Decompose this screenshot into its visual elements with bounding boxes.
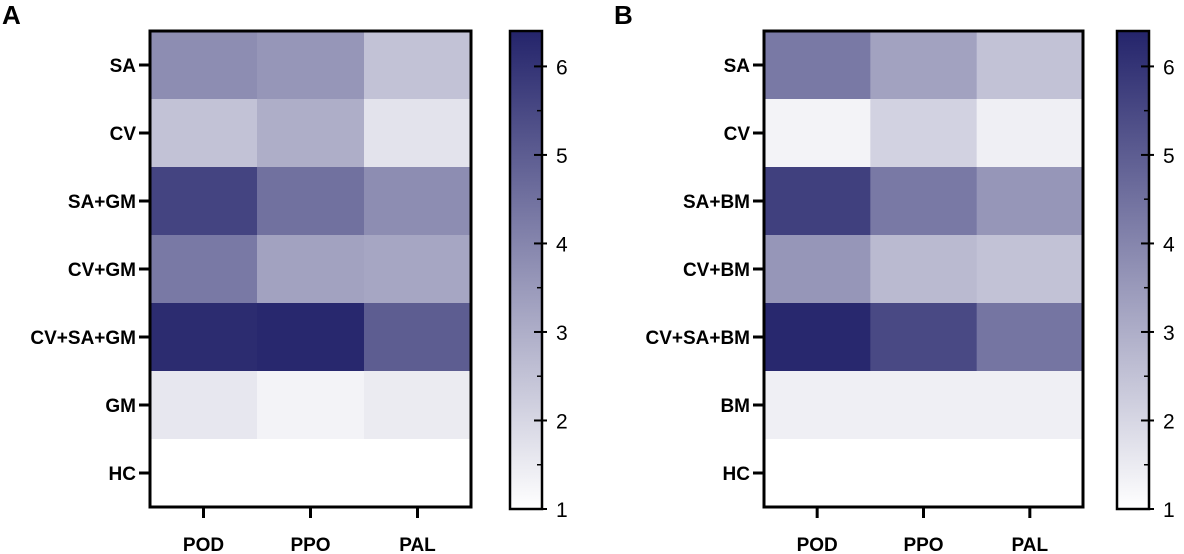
colorbar-frame [508,29,544,511]
heatmap-cell [364,167,472,236]
heatmap-cell [764,167,871,236]
heatmap-cell [150,371,258,440]
panel-a-colorbar: 1 2 3 4 5 6 [508,29,568,522]
heatmap-cell [976,371,1084,440]
heatmap-panel-a: A SA CV SA+GM CV+GM CV+SA+GM GM HC POD P… [2,0,568,554]
row-label: CV+SA+BM [645,328,750,349]
heatmap-cell [870,99,978,168]
heatmap-cell [150,303,258,372]
heatmap-cell [257,167,365,236]
panel-b-column-labels: POD PPO PAL [797,535,1049,554]
heatmap-cell [976,99,1084,168]
column-label: PAL [399,535,436,554]
colorbar-ticks [1141,65,1154,510]
colorbar-frame [1115,29,1151,511]
heatmap-cell [364,371,472,440]
panel-a-row-labels: SA CV SA+GM CV+GM CV+SA+GM GM HC [30,56,136,485]
row-label: CV+SA+GM [30,328,136,349]
heatmap-cell [870,167,978,236]
heatmap-cell [764,31,871,100]
heatmap-cell [870,31,978,100]
colorbar-tick-label: 1 [1163,499,1175,522]
colorbar-tick-label: 4 [556,233,568,256]
heatmap-cell [764,371,871,440]
row-label: BM [720,396,750,417]
colorbar-tick-label: 6 [1163,56,1175,79]
heatmap-cell [257,235,365,304]
row-label: GM [105,396,136,417]
heatmap-cell [150,167,258,236]
colorbar-tick-label: 1 [556,499,568,522]
panel-letter-b: B [614,0,633,30]
heatmap-cell [150,235,258,304]
heatmap-cell [257,31,365,100]
heatmap-cell [257,371,365,440]
colorbar-gradient [510,31,542,509]
heatmap-cell [364,235,472,304]
column-label: POD [797,535,838,554]
row-label: SA [724,56,751,77]
panel-b-cells [764,31,1084,508]
row-label: CV [724,124,751,145]
heatmap-cell [364,303,472,372]
row-label: SA+GM [68,192,136,213]
colorbar-tick-label: 3 [556,322,568,345]
heatmap-cell [976,235,1084,304]
heatmap-cell [870,371,978,440]
row-label: HC [723,464,751,485]
heatmap-cell [976,303,1084,372]
heatmap-cell [364,439,472,508]
colorbar-tick-label: 6 [556,56,568,79]
heatmap-cell [257,303,365,372]
heatmap-cell [257,99,365,168]
row-label: CV+BM [683,260,750,281]
row-label: HC [109,464,137,485]
column-label: PPO [290,535,330,554]
colorbar-tick-label: 2 [556,410,568,433]
row-label: SA [110,56,137,77]
row-label: CV+GM [68,260,136,281]
heatmap-cell [364,31,472,100]
heatmap-cell [764,235,871,304]
colorbar-tick-label: 3 [1163,322,1175,345]
heatmap-cell [150,99,258,168]
heatmap-cell [870,439,978,508]
column-label: PPO [903,535,943,554]
panel-b-colorbar: 1 2 3 4 5 6 [1115,29,1175,522]
colorbar-tick-label: 5 [556,145,568,168]
row-label: CV [110,124,137,145]
heatmap-cell [364,99,472,168]
panel-letter-a: A [2,0,21,30]
column-label: PAL [1012,535,1049,554]
colorbar-tick-label: 5 [1163,145,1175,168]
colorbar-tick-label: 2 [1163,410,1175,433]
heatmap-cell [870,235,978,304]
row-label: SA+BM [683,192,750,213]
colorbar-tick-label: 4 [1163,233,1175,256]
heatmap-panel-b: B SA CV SA+BM CV+BM CV+SA+BM BM HC POD P… [614,0,1175,554]
colorbar-ticks [534,65,547,510]
heatmap-cell [150,31,258,100]
heatmap-cell [976,31,1084,100]
heatmap-cell [150,439,258,508]
column-label: POD [183,535,224,554]
panel-a-cells [150,31,472,508]
heatmap-cell [764,303,871,372]
colorbar-gradient [1117,31,1149,509]
heatmap-cell [764,99,871,168]
heatmap-cell [764,439,871,508]
panel-a-column-labels: POD PPO PAL [183,535,436,554]
heatmap-cell [870,303,978,372]
panel-b-row-labels: SA CV SA+BM CV+BM CV+SA+BM BM HC [645,56,750,485]
heatmap-cell [976,167,1084,236]
heatmap-cell [976,439,1084,508]
heatmap-cell [257,439,365,508]
